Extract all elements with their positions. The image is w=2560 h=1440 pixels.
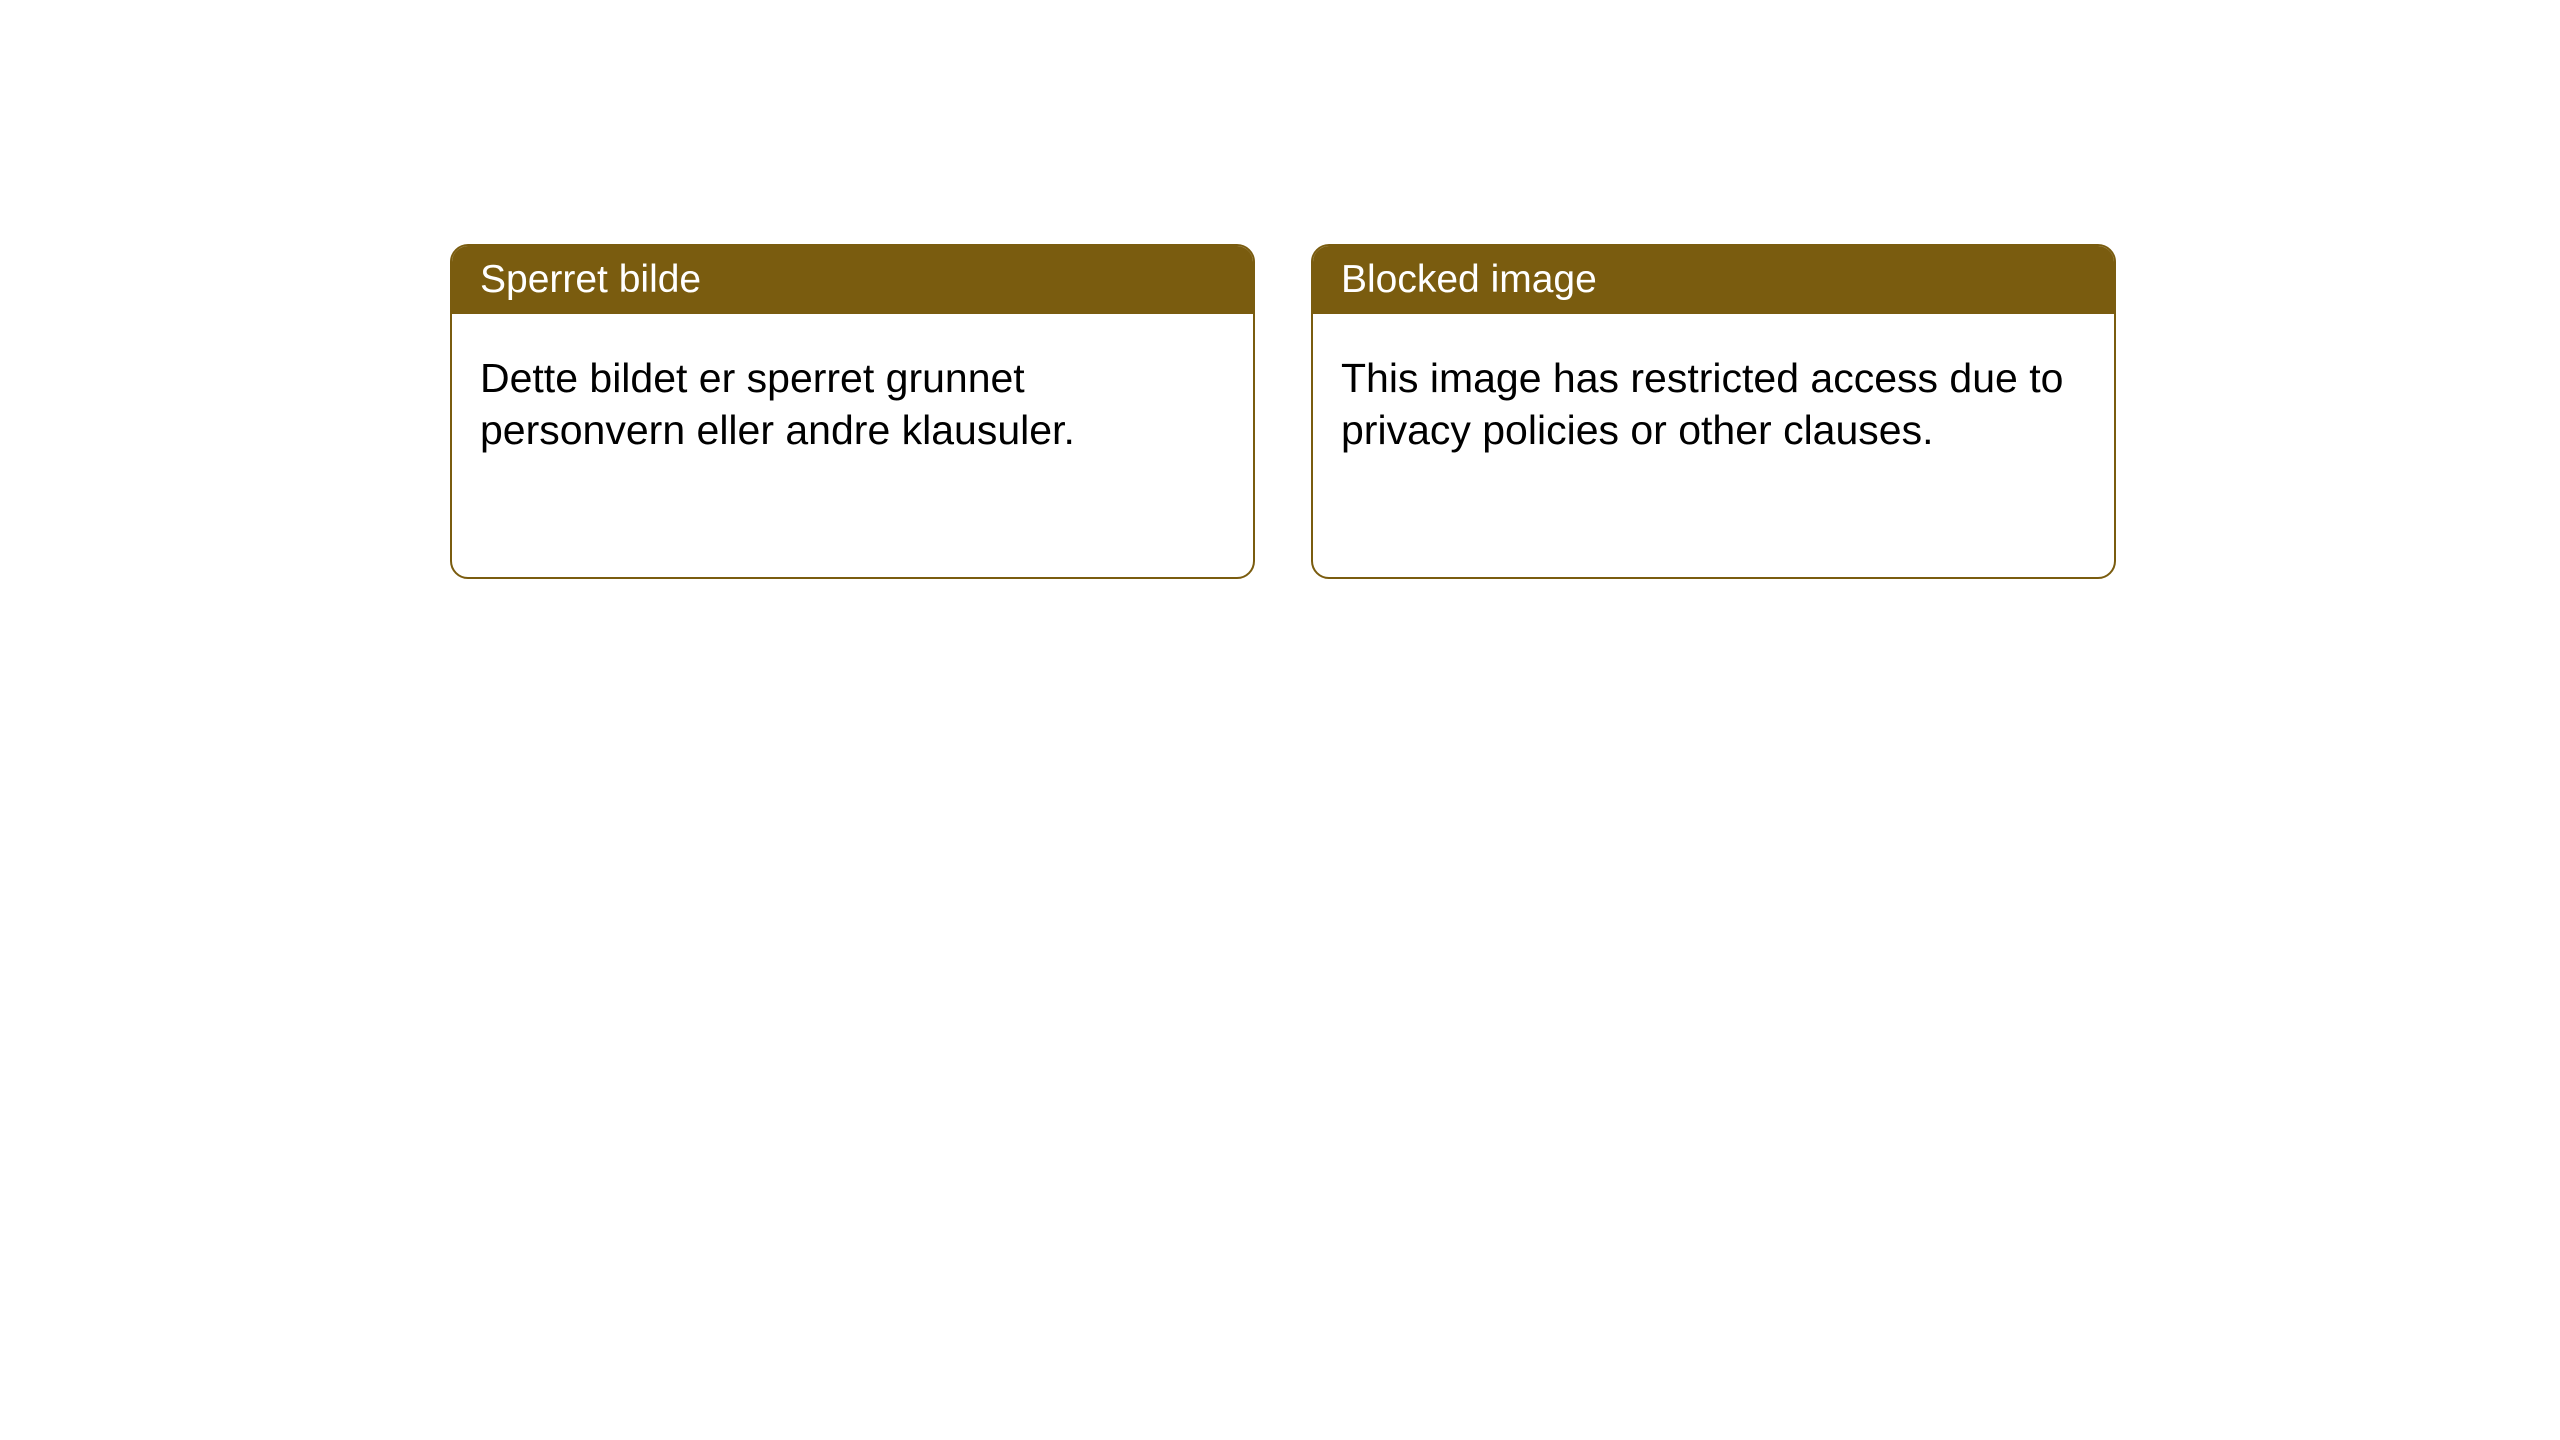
card-title: Sperret bilde — [480, 258, 701, 301]
card-title: Blocked image — [1341, 258, 1597, 301]
card-body: Dette bildet er sperret grunnet personve… — [452, 314, 1253, 494]
card-header: Sperret bilde — [452, 246, 1253, 314]
blocked-image-card-norsk: Sperret bilde Dette bildet er sperret gr… — [450, 244, 1255, 579]
card-body-text: Dette bildet er sperret grunnet personve… — [480, 355, 1075, 453]
card-body-text: This image has restricted access due to … — [1341, 355, 2063, 453]
card-container: Sperret bilde Dette bildet er sperret gr… — [0, 0, 2560, 579]
blocked-image-card-english: Blocked image This image has restricted … — [1311, 244, 2116, 579]
card-header: Blocked image — [1313, 246, 2114, 314]
card-body: This image has restricted access due to … — [1313, 314, 2114, 494]
